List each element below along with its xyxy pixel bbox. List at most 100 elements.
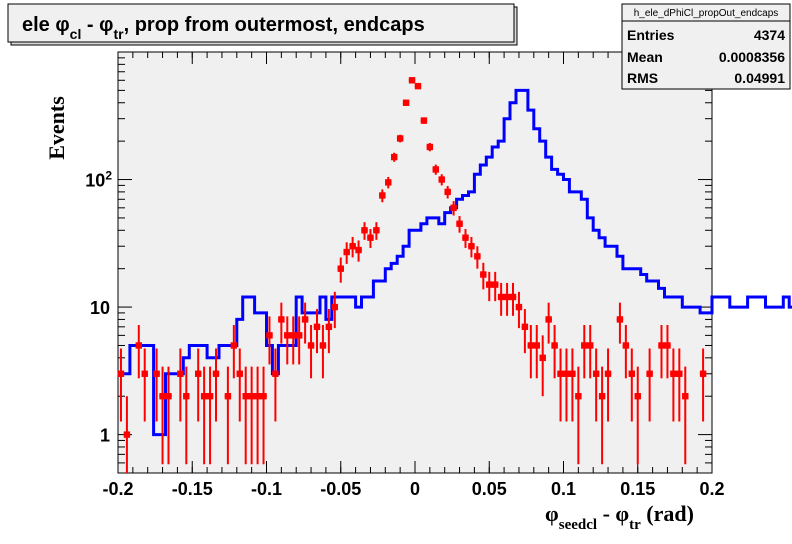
data-point-marker [325, 323, 333, 331]
data-point-marker [379, 192, 386, 199]
data-point-marker [587, 342, 594, 349]
data-point-marker [224, 393, 232, 400]
data-point-marker [307, 342, 315, 349]
y-tick-label: 10 [90, 298, 110, 318]
data-point-marker [361, 227, 368, 234]
data-point-marker [177, 370, 184, 377]
data-point-marker [670, 370, 677, 377]
data-point-marker [135, 342, 142, 349]
data-point-marker [539, 354, 546, 362]
data-point-marker [165, 393, 172, 400]
data-point-marker [391, 153, 398, 161]
text-part-1: φ [55, 14, 69, 36]
stats-rms-label: RMS [627, 70, 658, 86]
data-point-marker [200, 393, 208, 400]
data-point-marker [486, 281, 493, 288]
data-point-marker [497, 293, 505, 301]
x-tick-label: 0 [410, 479, 420, 499]
data-point-marker [699, 370, 707, 377]
data-point-marker [284, 332, 291, 339]
data-point-marker [592, 370, 600, 377]
y-tick-base: 1 [100, 426, 110, 446]
stats-mean-label: Mean [627, 49, 663, 65]
stats-box: h_ele_dPhiCl_propOut_endcaps Entries 437… [621, 3, 791, 90]
text-part-0: φ [545, 501, 559, 526]
data-point-marker [194, 370, 202, 377]
data-point-marker [295, 332, 303, 339]
data-point-marker [557, 370, 564, 377]
data-point-marker [438, 176, 445, 183]
data-point-marker [420, 117, 428, 124]
data-point-marker [272, 370, 279, 377]
data-point-marker [503, 293, 511, 301]
stats-rms-value: 0.04991 [734, 70, 785, 86]
data-point-marker [426, 143, 434, 151]
text-part-5: (rad) [641, 501, 694, 526]
data-point-marker [563, 370, 570, 377]
stats-entries-label: Entries [627, 27, 675, 43]
data-point-marker [658, 342, 665, 349]
data-point-marker [676, 370, 683, 377]
y-axis-title: Events [44, 96, 69, 160]
data-point-marker [319, 342, 327, 349]
data-point-marker [254, 393, 261, 400]
data-point-marker [444, 188, 451, 196]
data-point-marker [141, 370, 148, 377]
data-point-marker [242, 393, 249, 400]
data-point-marker [337, 265, 344, 272]
data-point-marker [551, 342, 558, 349]
data-point-marker [385, 179, 392, 186]
data-point-marker [414, 82, 422, 90]
x-tick-label: 0.2 [699, 479, 724, 499]
data-point-marker [408, 77, 416, 84]
data-point-marker [515, 303, 523, 311]
data-point-marker [456, 220, 463, 227]
x-tick-label: -0.1 [251, 479, 282, 499]
data-point-marker [402, 99, 410, 106]
data-point-marker [581, 342, 588, 349]
data-point-marker [634, 393, 641, 400]
text-part-4: tr [629, 517, 641, 533]
data-point-marker [545, 316, 552, 323]
y-tick-label: 102 [85, 169, 112, 191]
text-part-6: , prop from outermost, endcaps [124, 14, 425, 36]
text-part-0: ele [22, 14, 55, 36]
data-point-marker [396, 135, 404, 142]
data-point-marker [266, 332, 273, 339]
data-point-marker [349, 243, 356, 250]
x-tick-label: -0.2 [102, 479, 133, 499]
data-point-marker [569, 370, 576, 377]
data-point-marker [260, 393, 267, 400]
x-tick-label: -0.05 [320, 479, 361, 499]
title-box: ele φcl - φtr, prop from outermost, endc… [7, 3, 518, 46]
y-tick-base: 10 [85, 171, 105, 191]
data-point-marker [491, 281, 499, 288]
data-point-marker [367, 234, 374, 241]
data-point-marker [117, 370, 125, 377]
y-tick-exponent: 2 [105, 169, 112, 183]
data-point-marker [432, 166, 439, 173]
chart-title: ele φcl - φtr, prop from outermost, endc… [22, 14, 425, 42]
data-point-marker [331, 303, 339, 311]
data-point-marker [468, 243, 475, 250]
data-point-marker [474, 253, 481, 260]
series-layer [117, 77, 792, 473]
data-point-marker [278, 316, 285, 323]
data-point-marker [628, 370, 636, 377]
data-point-marker [355, 246, 362, 254]
data-point-marker [682, 393, 689, 400]
data-point-marker [301, 316, 309, 323]
data-point-marker [575, 393, 582, 400]
data-point-marker [533, 342, 540, 349]
data-point-marker [450, 204, 457, 212]
data-point-marker [248, 393, 255, 400]
data-point-marker [664, 342, 671, 349]
text-part-5: tr [113, 26, 124, 42]
x-tick-label: 0.15 [620, 479, 655, 499]
y-tick-base: 10 [90, 298, 110, 318]
text-part-2: - [597, 501, 615, 526]
data-point-marker [604, 370, 612, 377]
data-point-marker [646, 370, 653, 377]
